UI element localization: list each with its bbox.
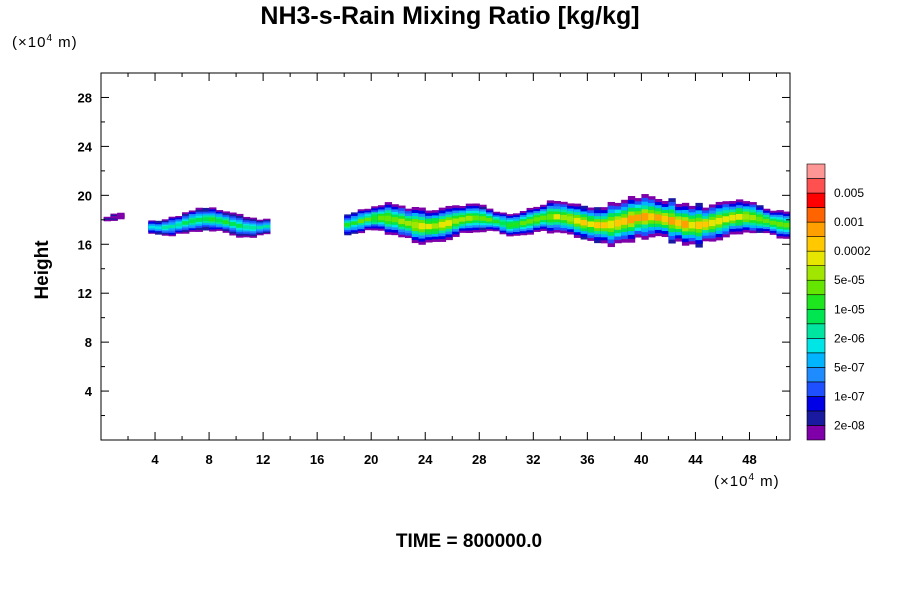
x-tick-label: 8 [205, 452, 212, 467]
y-tick-label: 24 [78, 139, 93, 154]
colorbar-swatch [806, 265, 826, 281]
time-footer: TIME = 800000.0 [395, 531, 543, 552]
rain-region [344, 202, 507, 245]
y-tick-label: 16 [78, 237, 92, 252]
colorbar-swatch [806, 396, 826, 412]
colorbar-label: 0.005 [834, 186, 864, 200]
plot-frame [100, 72, 791, 441]
colorbar-label: 2e-08 [834, 418, 865, 432]
plot-content [103, 194, 790, 248]
colorbar-swatch [806, 367, 826, 383]
x-tick-label: 12 [256, 452, 270, 467]
x-tick-label: 24 [418, 452, 433, 467]
colorbar-swatch [806, 207, 826, 223]
colorbar-swatch [806, 338, 826, 354]
x-tick-label: 36 [580, 452, 594, 467]
colorbar-swatch [806, 410, 826, 426]
colorbar-label: 1e-05 [834, 302, 865, 316]
x-tick-label: 28 [472, 452, 486, 467]
colorbar-swatch [806, 308, 826, 325]
colorbar-swatch [806, 178, 826, 194]
colorbar-swatch [806, 221, 826, 237]
x-tick-label: 32 [526, 452, 540, 467]
colorbar-swatch [806, 250, 826, 266]
rain-region [506, 194, 790, 248]
colorbar-swatch [806, 279, 826, 296]
colorbar-swatch [806, 163, 826, 179]
y-tick-label: 20 [78, 188, 92, 203]
colorbar-swatch [806, 352, 826, 368]
colorbar-swatch [806, 236, 826, 252]
x-tick-label: 44 [688, 452, 703, 467]
colorbar-swatch [806, 192, 826, 208]
colorbar-label: 5e-05 [834, 273, 865, 287]
y-tick-label: 4 [85, 384, 93, 399]
rain-region [148, 207, 271, 238]
x-tick-label: 40 [634, 452, 648, 467]
colorbar-label: 5e-07 [834, 360, 865, 374]
x-tick-label: 16 [310, 452, 324, 467]
colorbar-swatch [806, 381, 826, 397]
colorbar-label: 2e-06 [834, 331, 865, 345]
chart-title: NH3-s-Rain Mixing Ratio [kg/kg] [260, 2, 640, 30]
x-axis-unit-label: (×104 m) [714, 472, 780, 490]
colorbar-swatch [806, 294, 826, 310]
y-tick-label: 12 [78, 286, 92, 301]
x-tick-label: 20 [364, 452, 378, 467]
y-tick-label: 28 [78, 90, 92, 105]
rain-region [103, 212, 125, 222]
colorbar-swatch [806, 425, 826, 441]
y-axis-unit-label: (×104 m) [12, 33, 78, 51]
y-tick-label: 8 [85, 335, 92, 350]
x-tick-label: 48 [742, 452, 756, 467]
colorbar: 0.005 0.001 0.0002 5e-05 1e-05 2e-06 5e-07 1e-0… [806, 163, 871, 441]
x-tick-label: 4 [151, 452, 159, 467]
colorbar-label: 0.0002 [834, 244, 871, 258]
colorbar-swatch [806, 323, 826, 339]
colorbar-label: 0.001 [834, 215, 864, 229]
colorbar-label: 1e-07 [834, 389, 865, 403]
